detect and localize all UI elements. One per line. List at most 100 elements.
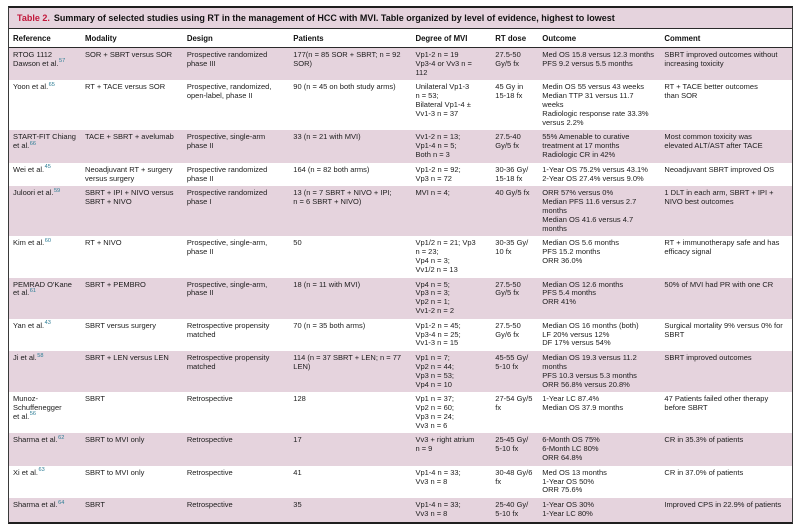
citation-link[interactable]: 45 [44, 164, 51, 171]
column-header-mvi: Degree of MVI [411, 29, 492, 48]
cell-modality: SBRT [85, 500, 105, 510]
citation-link[interactable]: 43 [44, 320, 51, 327]
reference-text: Kim et al. [13, 238, 45, 248]
cell-comment: Improved CPS in 22.9% of patients [664, 500, 782, 510]
cell-patients: 177(n = 85 SOR + SBRT; n = 92 SOR) [293, 50, 401, 68]
cell-mvi: Vp1-2 n = 45; Vp3-4 n = 25; Vv1-3 n = 15 [415, 320, 461, 348]
cell-mvi: Vp1/2 n = 21; Vp3 n = 23; Vp4 n = 3; Vv1… [415, 238, 476, 274]
cell-dose: 30-36 Gy/ 15-18 fx [495, 164, 529, 183]
cell-comment: 50% of MVI had PR with one CR [664, 279, 774, 289]
citation-link[interactable]: 62 [58, 434, 65, 441]
cell-mvi: MVI n = 4; [415, 188, 450, 198]
cell-reference: Sharma et al.64 [9, 498, 81, 522]
reference-text: Sharma et al. [13, 435, 58, 445]
cell-dose: 27.5-50 Gy/6 fx [495, 320, 521, 339]
cell-patients: 18 (n = 11 with MVI) [293, 279, 361, 289]
cell-mvi: Vp1-2 n = 92; Vp3 n = 72 [415, 164, 461, 183]
column-header-comment: Comment [660, 29, 792, 48]
cell-dose: 27.5-50 Gy/5 fx [495, 279, 521, 298]
cell-comment: CR in 35.3% of patients [664, 435, 744, 445]
table-row: RTOG 1112 Dawson et al.57 SOR + SBRT vers… [9, 47, 792, 81]
reference-text: Sharma et al. [13, 500, 58, 510]
table-row: Sharma et al.64 SBRT Retrospective 35 Vp1-4 … [9, 498, 792, 522]
reference-text: Ji et al. [13, 353, 37, 363]
cell-patients: 33 (n = 21 with MVI) [293, 132, 361, 142]
cell-comment: Surgical mortality 9% versus 0% for SBRT [664, 320, 783, 339]
cell-outcome: 55% Amenable to curative treatment at 17… [542, 132, 630, 159]
cell-dose: 25-40 Gy/ 5-10 fx [495, 500, 529, 519]
table-row: Yan et al.43 SBRT versus surgery Retrospec… [9, 319, 792, 351]
cell-reference: Munoz- Schuffenegger et al.56 [9, 392, 81, 433]
cell-mvi: Vp1 n = 37; Vp2 n = 60; Vp3 n = 24; Vv3 … [415, 394, 455, 430]
cell-outcome: Median OS 19.3 versus 11.2 months PFS 10… [542, 353, 637, 389]
cell-design: Retrospective [186, 435, 233, 445]
cell-comment: 47 Patients failed other therapy before … [664, 394, 769, 413]
cell-dose: 45 Gy in 15-18 fx [495, 82, 524, 101]
cell-comment: SBRT improved outcomes [664, 353, 752, 363]
cell-design: Retrospective [186, 500, 233, 510]
citation-link[interactable]: 61 [29, 287, 36, 294]
cell-modality: SBRT + LEN versus LEN [85, 353, 169, 363]
cell-design: Retrospective [186, 394, 233, 404]
table-header-row: Reference Modality Design Patients Degree of… [9, 29, 792, 48]
cell-mvi: Vp1-2 n = 19 Vp3-4 or Vv3 n = 112 [415, 50, 472, 77]
cell-outcome: Median OS 12.6 months PFS 5.4 months ORR… [542, 279, 624, 307]
cell-comment: CR in 37.0% of patients [664, 467, 744, 477]
cell-reference: Yoon et al.65 [9, 80, 81, 130]
reference-text: Yoon et al. [13, 82, 49, 92]
cell-outcome: 1-Year OS 75.2% versus 43.1% 2-Year OS 2… [542, 164, 648, 183]
cell-modality: SBRT to MVI only [85, 467, 145, 477]
cell-comment: RT + immunotherapy safe and has efficacy… [664, 238, 780, 257]
citation-link[interactable]: 63 [38, 467, 45, 474]
cell-design: Prospective, single-arm, phase II [186, 279, 268, 298]
column-header-dose: RT dose [491, 29, 539, 48]
table-caption-text: Summary of selected studies using RT in … [53, 13, 615, 23]
citation-link[interactable]: 65 [48, 81, 55, 88]
cell-comment: RT + TACE better outcomes than SOR [664, 82, 758, 101]
cell-patients: 128 [293, 394, 306, 404]
reference-text: Xi et al. [13, 467, 39, 477]
cell-mvi: Unilateral Vp1-3 n = 53; Bilateral Vp1-4… [415, 82, 471, 118]
cell-design: Retrospective propensity matched [186, 320, 270, 339]
cell-outcome: 6-Month OS 75% 6-Month LC 80% ORR 64.8% [542, 435, 600, 463]
table-row: Ji et al.58 SBRT + LEN versus LEN Retrospe… [9, 351, 792, 393]
table-number-label: Table 2. [17, 13, 50, 23]
cell-design: Prospective, single-arm, phase II [186, 238, 268, 257]
cell-design: Retrospective propensity matched [186, 353, 270, 371]
reference-text: Juloori et al. [13, 188, 54, 198]
cell-modality: SBRT [85, 394, 105, 404]
column-header-modality: Modality [81, 29, 183, 48]
cell-comment: 1 DLT in each arm, SBRT + IPI + NIVO bes… [664, 188, 774, 207]
column-header-design: Design [182, 29, 290, 48]
cell-dose: 27.5-40 Gy/5 fx [495, 132, 521, 151]
table-row: Yoon et al.65 RT + TACE versus SOR Prospec… [9, 80, 792, 130]
cell-patients: 114 (n = 37 SBRT + LEN; n = 77 LEN) [293, 353, 402, 371]
citation-link[interactable]: 64 [58, 499, 65, 506]
table-row: Sharma et al.62 SBRT to MVI only Retrospec… [9, 433, 792, 466]
cell-patients: 90 (n = 45 on both study arms) [293, 82, 396, 92]
cell-mvi: Vp1-4 n = 33; Vv3 n = 8 [415, 467, 461, 486]
cell-outcome: Medin OS 55 versus 43 weeks Median TTP 3… [542, 82, 649, 127]
citation-link[interactable]: 59 [53, 187, 61, 194]
citation-link[interactable]: 66 [29, 140, 36, 147]
cell-dose: 40 Gy/5 fx [495, 188, 530, 198]
cell-modality: RT + TACE versus SOR [85, 82, 166, 92]
cell-mvi: Vp4 n = 5; Vp3 n = 3; Vp2 n = 1; Vv1-2 n… [415, 279, 455, 315]
cell-dose: 45-55 Gy/ 5-10 fx [495, 353, 529, 371]
cell-dose: 25-45 Gy/ 5-10 fx [495, 435, 529, 454]
cell-modality: TACE + SBRT + avelumab [85, 132, 174, 142]
cell-reference: Kim et al.60 [9, 236, 81, 277]
cell-design: Prospective randomized phase III [186, 50, 268, 68]
cell-mvi: Vp1-4 n = 33; Vv3 n = 8 [415, 500, 461, 519]
citation-link[interactable]: 60 [44, 237, 51, 244]
cell-reference: Sharma et al.62 [9, 433, 81, 465]
cell-design: Retrospective [186, 467, 233, 477]
cell-dose: 30-48 Gy/6 fx [495, 467, 533, 486]
cell-dose: 27.5-50 Gy/5 fx [495, 50, 521, 68]
citation-link[interactable]: 58 [37, 352, 44, 359]
cell-patients: 35 [293, 500, 302, 510]
cell-patients: 41 [293, 467, 302, 477]
citation-link[interactable]: 56 [29, 411, 36, 418]
citation-link[interactable]: 57 [58, 58, 66, 65]
cell-comment: Neoadjuvant SBRT improved OS [664, 164, 775, 174]
